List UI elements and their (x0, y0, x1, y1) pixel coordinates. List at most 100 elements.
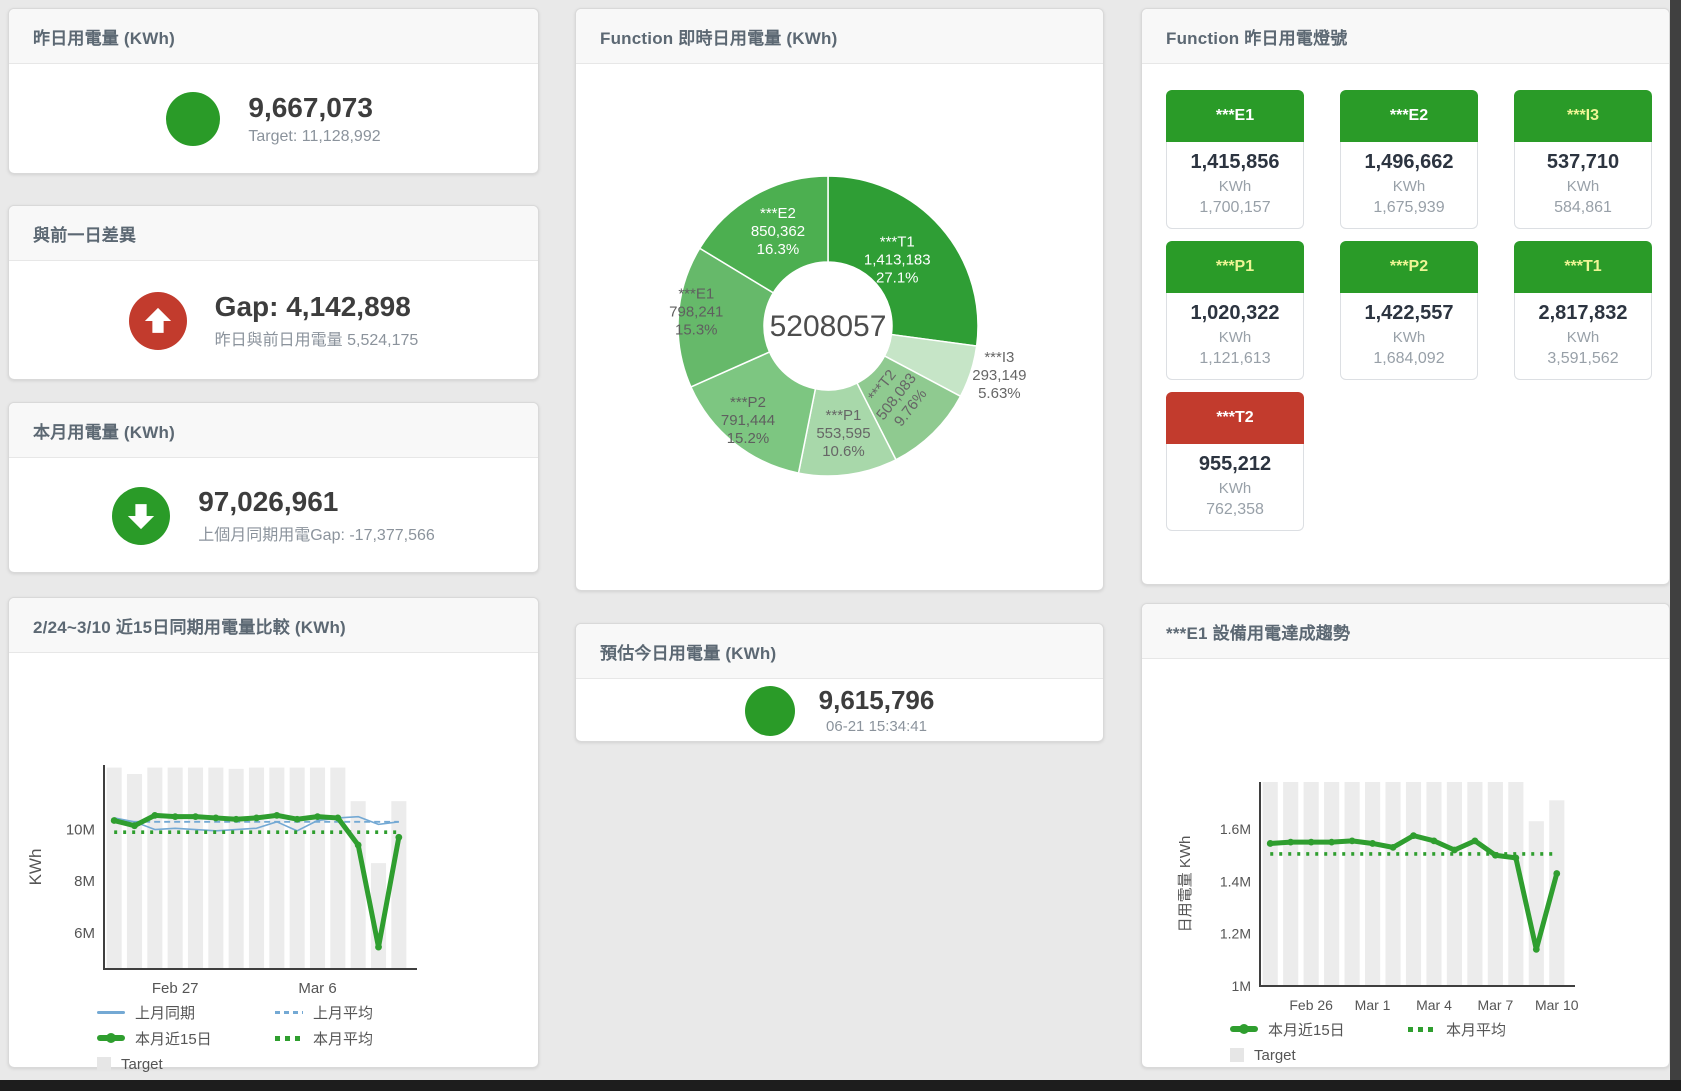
svg-text:5.63%: 5.63% (978, 385, 1021, 402)
legend-item-本月近15日[interactable]: 本月近15日 (1230, 1018, 1408, 1040)
card-e1-trend-title: ***E1 設備用電達成趨勢 (1166, 623, 1351, 643)
legend-marker-line-thick-dot (1230, 1024, 1258, 1034)
card-day-gap-title: 與前一日差異 (33, 225, 137, 245)
series-point (1328, 838, 1336, 846)
svg-text:***E2: ***E2 (760, 205, 796, 222)
compare-line-chart[interactable]: 6M 8M 10M KWh Feb 27 Mar 6 (9, 715, 538, 999)
legend-item-上月同期[interactable]: 上月同期 (97, 1001, 275, 1023)
light-tile-value: 2,817,832 (1538, 302, 1628, 324)
x-tick-label: Feb 27 (152, 980, 199, 997)
donut-slice-E1[interactable] (677, 247, 775, 388)
y-tick-label: 10M (66, 822, 95, 839)
light-tile-unit: KWh (1392, 329, 1426, 346)
light-tile-E2[interactable]: ***E2 1,496,662 KWh 1,675,939 (1340, 90, 1478, 229)
series-point (1532, 945, 1540, 953)
card-estimate-title: 預估今日用電量 (KWh) (600, 643, 777, 663)
light-tile-T1[interactable]: ***T1 2,817,832 KWh 3,591,562 (1514, 241, 1652, 380)
card-realtime-donut: Function 即時日用電量 (KWh) ***T1 1,413,183 27.1… (575, 8, 1104, 591)
card-day-gap-header: 與前一日差異 (9, 206, 538, 261)
series-point (354, 841, 362, 849)
target-bar (330, 767, 346, 969)
card-lights-header: Function 昨日用電燈號 (1142, 9, 1669, 64)
svg-text:10.6%: 10.6% (822, 443, 865, 460)
target-bar (1324, 782, 1340, 986)
card-realtime-title: Function 即時日用電量 (KWh) (600, 28, 838, 48)
legend-item-本月近15日[interactable]: 本月近15日 (97, 1027, 275, 1049)
legend-label: 上月平均 (313, 1004, 374, 1022)
x-tick-label: Mar 10 (1535, 997, 1579, 1013)
target-bar (1446, 782, 1463, 986)
red-up-arrow-icon (128, 291, 187, 350)
light-tile-T2[interactable]: ***T2 955,212 KWh 762,358 (1166, 392, 1304, 531)
svg-text:791,444: 791,444 (721, 412, 775, 429)
series-point (212, 814, 220, 822)
legend-item-上月平均[interactable]: 上月平均 (275, 1001, 453, 1023)
light-tile-body: 1,496,662 KWh 1,675,939 (1340, 142, 1478, 229)
y-tick-label: 1M (1232, 978, 1251, 994)
legend-marker-line-dotted (1408, 1026, 1436, 1032)
donut-center-total: 5208057 (770, 310, 887, 343)
light-tile-target: 3,591,562 (1547, 350, 1619, 367)
bottom-edge-bar (0, 1080, 1681, 1091)
light-tile-P1[interactable]: ***P1 1,020,322 KWh 1,121,613 (1166, 241, 1304, 380)
card-compare-header: 2/24~3/10 近15日同期用電量比較 (KWh) (9, 598, 538, 653)
light-tile-body: 537,710 KWh 584,861 (1514, 142, 1652, 229)
legend-marker-square (97, 1057, 111, 1071)
light-tile-target: 1,684,092 (1373, 350, 1445, 367)
svg-text:293,149: 293,149 (972, 367, 1026, 384)
legend-item-Target[interactable]: Target (97, 1053, 275, 1075)
yesterday-stat: 9,667,073 Target: 11,128,992 (9, 64, 538, 174)
target-bar (1405, 782, 1422, 986)
legend-item-本月平均[interactable]: 本月平均 (1408, 1018, 1586, 1040)
light-tile-unit: KWh (1566, 329, 1600, 346)
target-bar (1467, 782, 1483, 986)
legend-label: 本月平均 (313, 1030, 374, 1048)
y-tick-label: 1.4M (1220, 873, 1251, 889)
trend-chart-legend: 本月近15日 本月平均 Target (1230, 1018, 1669, 1066)
series-point (110, 817, 118, 824)
right-scrollbar-track[interactable] (1670, 0, 1681, 1091)
series-point (273, 811, 281, 819)
legend-label: 本月平均 (1446, 1021, 1507, 1039)
card-yesterday-title: 昨日用電量 (KWh) (33, 28, 175, 48)
legend-marker-line-dashed (275, 1010, 303, 1014)
svg-text:***I3: ***I3 (984, 349, 1014, 366)
compare-chart-legend: 上月同期 上月平均本月近15日 本月平均 Target (97, 1001, 538, 1075)
donut-slice-P2[interactable] (689, 350, 817, 474)
light-tile-P2[interactable]: ***P2 1,422,557 KWh 1,684,092 (1340, 241, 1478, 380)
series-point (151, 811, 159, 819)
light-tiles-grid: ***E1 1,415,856 KWh 1,700,157 ***E2 1,496,662… (1142, 64, 1652, 531)
series-line-上月同期 (114, 815, 399, 832)
month-stat: 97,026,961 上個月同期用電Gap: -17,377,566 (9, 458, 538, 573)
trend-line-chart[interactable]: 1M 1.2M 1.4M 1.6M 日用電量 KWh Feb 26 Mar 1 Mar 4 Ma… (1142, 754, 1669, 1016)
light-tile-I3[interactable]: ***I3 537,710 KWh 584,861 (1514, 90, 1652, 229)
series-point (395, 833, 403, 841)
chart-axes (103, 765, 417, 970)
card-yesterday-header: 昨日用電量 (KWh) (9, 9, 538, 64)
target-bar (350, 801, 366, 969)
svg-text:***E1: ***E1 (678, 286, 714, 303)
light-tile-E1[interactable]: ***E1 1,415,856 KWh 1,700,157 (1166, 90, 1304, 229)
target-bar (1549, 800, 1565, 986)
target-bar (1364, 782, 1381, 986)
y-tick-label: 8M (74, 873, 95, 890)
target-bar (1262, 782, 1278, 986)
card-day-gap: 與前一日差異 Gap: 4,142,898 昨日與前日用電量 5,524,175 (8, 205, 539, 380)
legend-item-Target[interactable]: Target (1230, 1044, 1408, 1066)
legend-item-本月平均[interactable]: 本月平均 (275, 1027, 453, 1049)
y-tick-label: 1.6M (1220, 821, 1251, 837)
donut-slice-T1[interactable] (827, 175, 979, 347)
estimate-value: 9,615,796 (818, 684, 935, 715)
target-bar (269, 767, 285, 969)
light-tile-unit: KWh (1218, 329, 1252, 346)
y-tick-label: 1.2M (1220, 926, 1251, 942)
yesterday-value: 9,667,073 (248, 92, 373, 124)
svg-text:***T1: ***T1 (880, 233, 915, 250)
light-tile-value: 1,415,856 (1190, 151, 1280, 173)
donut-slice-E2[interactable] (698, 175, 829, 294)
series-point (171, 813, 179, 821)
